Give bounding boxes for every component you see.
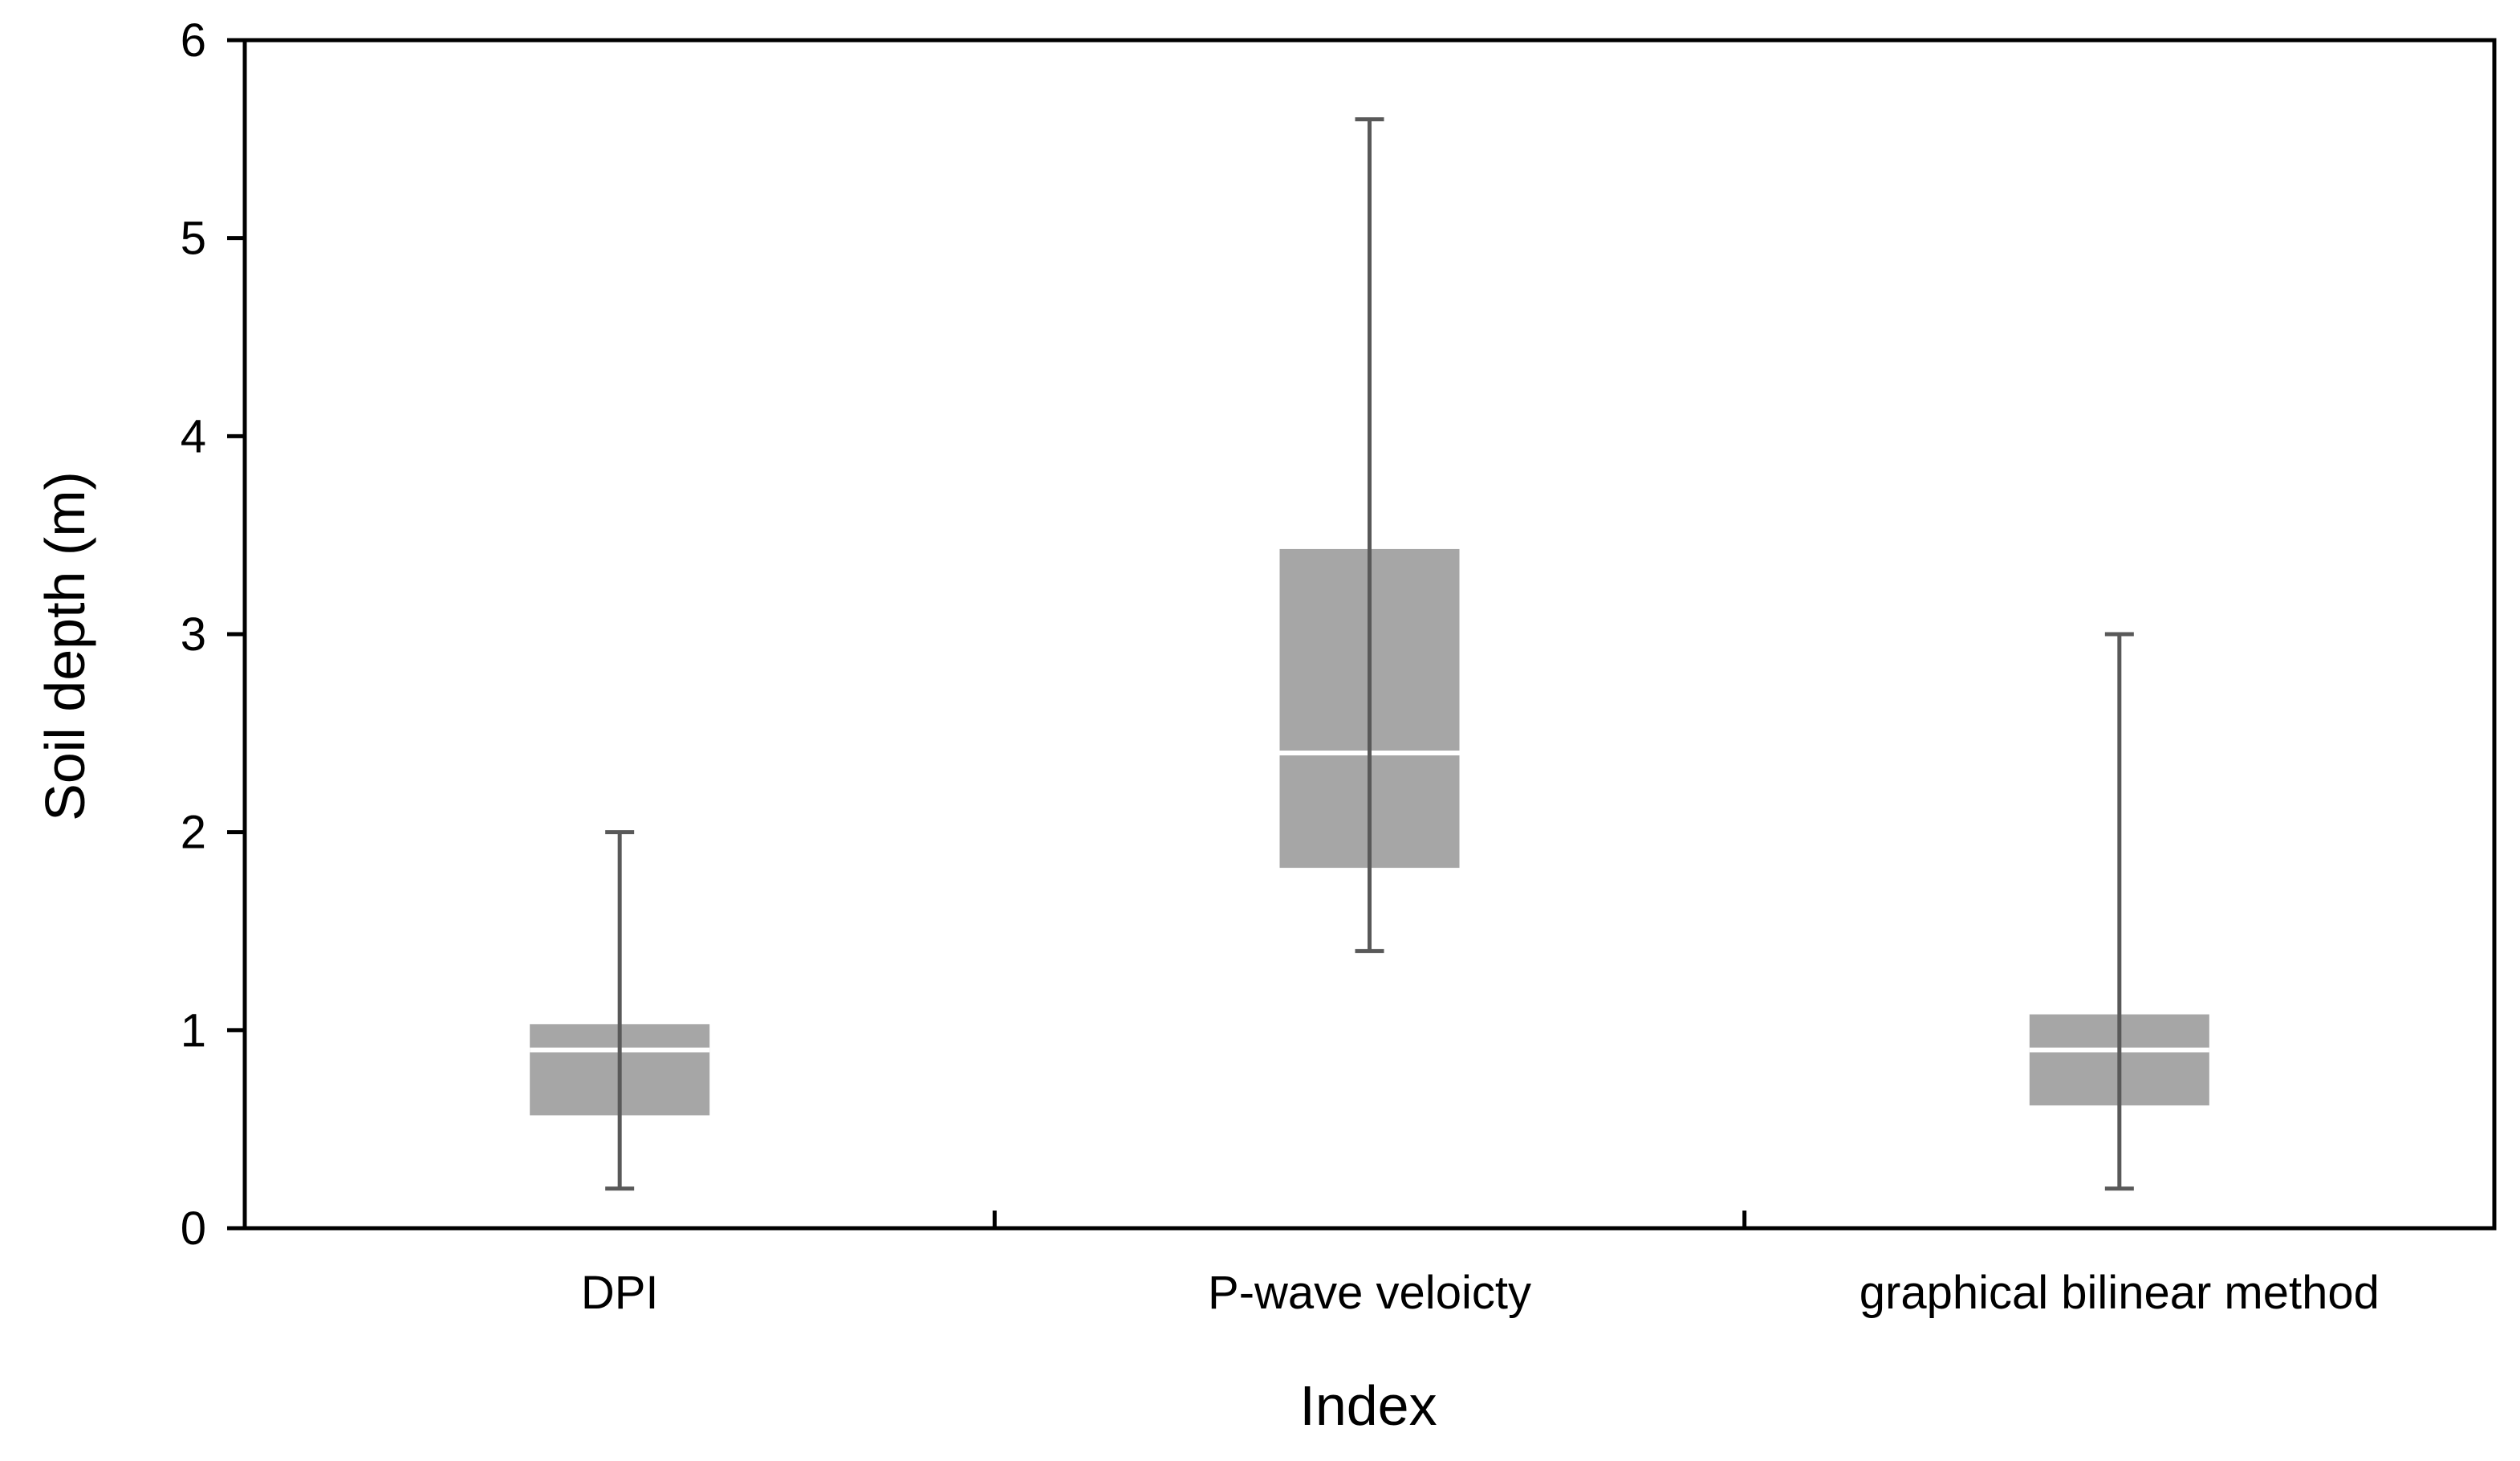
box-plot-1 <box>530 830 710 1191</box>
x-tick-label: P-wave veloicty <box>1208 1267 1531 1319</box>
x-axis-title: Index <box>1299 1374 1437 1437</box>
y-tick-label: 5 <box>181 213 206 265</box>
x-tick-label: graphical bilinear method <box>1860 1267 2380 1319</box>
x-axis-ticks: DPI P-wave veloicty graphical bilinear met… <box>581 1211 2380 1319</box>
y-tick-label: 4 <box>181 410 206 462</box>
y-tick-label: 0 <box>181 1203 206 1255</box>
x-tick-label: DPI <box>581 1267 659 1319</box>
y-tick-label: 1 <box>181 1004 206 1056</box>
box-plot-3 <box>2029 632 2209 1191</box>
y-tick-label: 2 <box>181 807 206 859</box>
box-plot-2 <box>1279 117 1460 954</box>
y-axis-ticks: 0 1 2 3 4 5 6 <box>181 14 245 1255</box>
y-tick-label: 3 <box>181 608 206 661</box>
y-tick-label: 6 <box>181 14 206 67</box>
y-axis-title: Soil depth (m) <box>34 471 96 821</box>
box-series <box>530 117 2209 1191</box>
